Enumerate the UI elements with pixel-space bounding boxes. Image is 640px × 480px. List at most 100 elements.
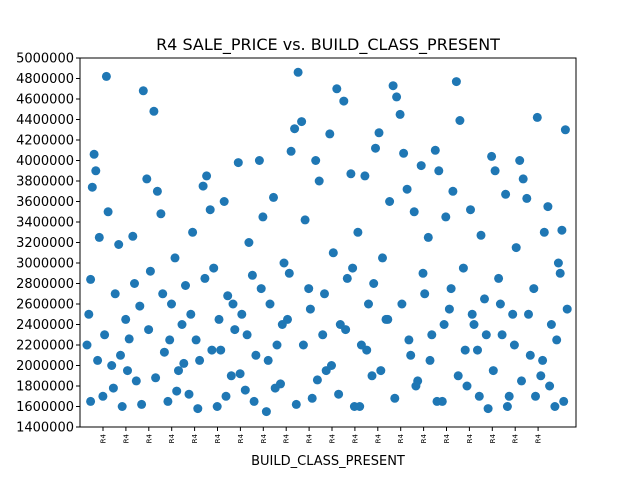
data-point	[200, 273, 210, 283]
data-point	[342, 273, 352, 283]
data-point	[406, 350, 416, 360]
data-point	[101, 71, 111, 81]
data-point	[376, 366, 386, 376]
data-point	[385, 197, 395, 206]
data-point	[532, 112, 542, 122]
y-tick-label: 1800000	[16, 380, 74, 395]
data-point	[538, 355, 548, 365]
data-point	[320, 289, 329, 299]
data-point	[254, 156, 264, 165]
data-point	[209, 263, 219, 273]
data-point	[341, 325, 351, 335]
data-point	[367, 371, 377, 381]
data-point	[318, 330, 328, 340]
data-point	[552, 335, 562, 345]
data-point	[466, 205, 475, 215]
y-tick-label: 3200000	[16, 236, 74, 251]
data-point	[216, 345, 226, 355]
data-point	[483, 404, 493, 414]
x-tick-label: R4	[351, 433, 359, 443]
data-point	[170, 253, 180, 263]
data-point	[409, 207, 419, 217]
data-point	[397, 299, 407, 309]
data-point	[214, 314, 224, 324]
data-point	[495, 299, 505, 309]
data-point	[439, 320, 449, 329]
data-point	[174, 366, 183, 376]
data-point	[451, 77, 461, 87]
data-point	[305, 304, 315, 314]
data-point	[279, 258, 289, 268]
x-tick-label: R4	[191, 433, 199, 443]
data-point	[404, 335, 414, 345]
y-tick-label: 4400000	[16, 113, 74, 128]
data-point	[497, 330, 507, 340]
data-point	[144, 325, 154, 335]
data-point	[290, 124, 300, 134]
y-tick-label: 2400000	[16, 318, 74, 333]
data-point	[100, 330, 110, 340]
data-point	[207, 345, 217, 355]
x-tick-label: R4	[374, 433, 382, 443]
y-tick-label: 5000000	[16, 52, 74, 67]
data-point	[94, 232, 104, 242]
x-tick-label: R4	[466, 433, 474, 443]
data-point	[89, 149, 99, 159]
x-tick-label: R4	[283, 433, 291, 443]
x-tick-label: R4	[122, 433, 130, 443]
data-point	[202, 171, 212, 181]
data-point	[277, 320, 287, 329]
y-tick-label: 2600000	[16, 298, 74, 313]
data-point	[557, 225, 567, 235]
data-point	[108, 383, 118, 393]
y-tick-label: 4200000	[16, 134, 74, 149]
data-point	[286, 146, 296, 156]
y-tick-label: 3600000	[16, 195, 74, 210]
y-tick-label: 3000000	[16, 257, 74, 272]
data-point	[247, 270, 257, 280]
data-point	[346, 169, 356, 179]
y-tick-label: 1600000	[16, 400, 74, 415]
y-tick-label: 1400000	[16, 421, 74, 436]
data-point	[91, 166, 101, 176]
data-point	[369, 279, 379, 288]
data-point	[332, 84, 342, 94]
data-point	[242, 330, 252, 340]
x-tick-label: R4	[100, 433, 108, 443]
data-point	[473, 345, 482, 355]
data-point	[172, 386, 182, 396]
data-point	[339, 96, 349, 106]
data-point	[420, 289, 430, 299]
data-point	[293, 67, 303, 77]
data-point	[504, 391, 514, 401]
data-point	[135, 301, 145, 311]
data-point	[223, 291, 233, 301]
data-point	[307, 393, 317, 403]
data-point	[188, 227, 198, 237]
data-point	[392, 92, 402, 102]
data-point	[159, 347, 169, 357]
data-point	[103, 207, 113, 217]
data-point	[195, 355, 205, 365]
data-point	[395, 109, 405, 119]
data-point	[205, 205, 215, 215]
data-point	[469, 320, 479, 329]
data-point	[128, 231, 138, 241]
data-point	[444, 304, 454, 314]
x-tick-label: R4	[420, 433, 428, 443]
y-tick-label: 3800000	[16, 175, 74, 190]
data-point	[517, 376, 526, 386]
y-tick-label: 2200000	[16, 339, 74, 354]
data-point	[432, 396, 442, 406]
data-point	[261, 407, 271, 417]
data-point	[411, 381, 421, 391]
data-point	[137, 399, 147, 409]
data-point	[531, 391, 540, 401]
data-point	[430, 145, 440, 155]
data-point	[462, 381, 472, 391]
data-point	[441, 212, 451, 222]
data-point	[142, 174, 152, 184]
data-point	[559, 396, 569, 406]
data-point	[539, 227, 549, 237]
data-point	[402, 184, 412, 194]
